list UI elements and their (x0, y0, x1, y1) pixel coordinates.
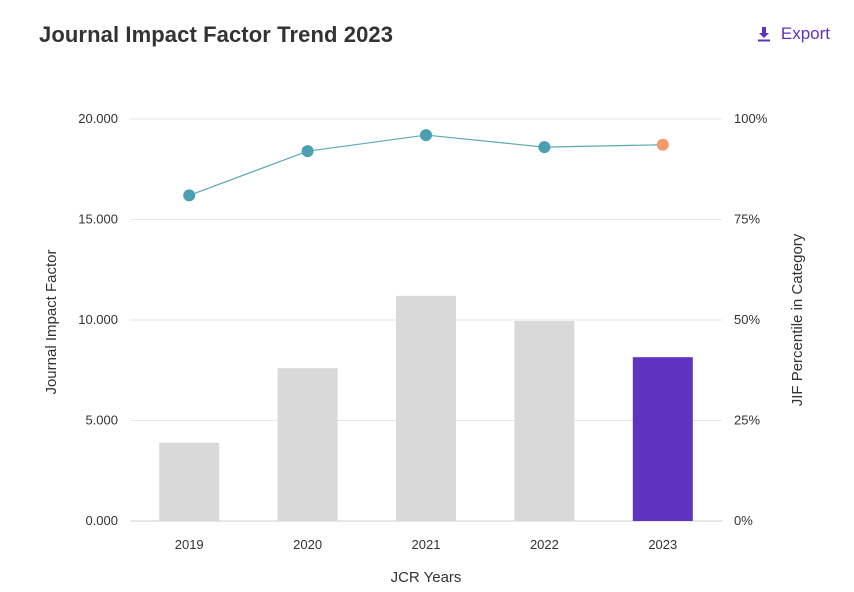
download-icon (757, 26, 771, 42)
percentile-point-2022 (538, 141, 551, 154)
y-right-tick-label: 0% (734, 513, 753, 528)
y-right-tick-label: 25% (734, 413, 760, 428)
export-button[interactable]: Export (757, 24, 830, 44)
percentile-point-2023 (656, 138, 669, 151)
y-right-axis-label: JIF Percentile in Category (789, 233, 806, 406)
x-tick-label: 2019 (175, 537, 204, 552)
y-left-tick-label: 15.000 (78, 212, 118, 227)
bar-2019 (159, 442, 220, 521)
x-tick-label: 2020 (293, 537, 322, 552)
y-right-tick-label: 50% (734, 312, 760, 327)
x-tick-label: 2021 (412, 537, 441, 552)
y-right-tick-label: 75% (734, 212, 760, 227)
percentile-point-2021 (420, 129, 432, 142)
page-title: Journal Impact Factor Trend 2023 (39, 22, 394, 47)
x-axis-label: JCR Years (391, 569, 462, 586)
bar-2022 (514, 321, 575, 521)
y-left-tick-label: 10.000 (78, 312, 118, 327)
bar-2020 (277, 368, 338, 521)
y-right-tick-label: 100% (734, 111, 768, 126)
percentile-point-2020 (301, 145, 314, 158)
y-left-axis-label: Journal Impact Factor (43, 249, 60, 394)
x-tick-label: 2022 (530, 537, 559, 552)
export-label: Export (780, 24, 830, 43)
percentile-point-2019 (183, 189, 196, 202)
y-left-tick-label: 0.000 (85, 513, 118, 528)
bar-2021 (396, 295, 456, 521)
y-left-tick-label: 5.000 (85, 413, 118, 428)
x-tick-label: 2023 (648, 537, 677, 552)
percentile-line (188, 134, 663, 196)
bar-2023 (632, 357, 693, 521)
y-left-tick-label: 20.000 (78, 111, 118, 126)
